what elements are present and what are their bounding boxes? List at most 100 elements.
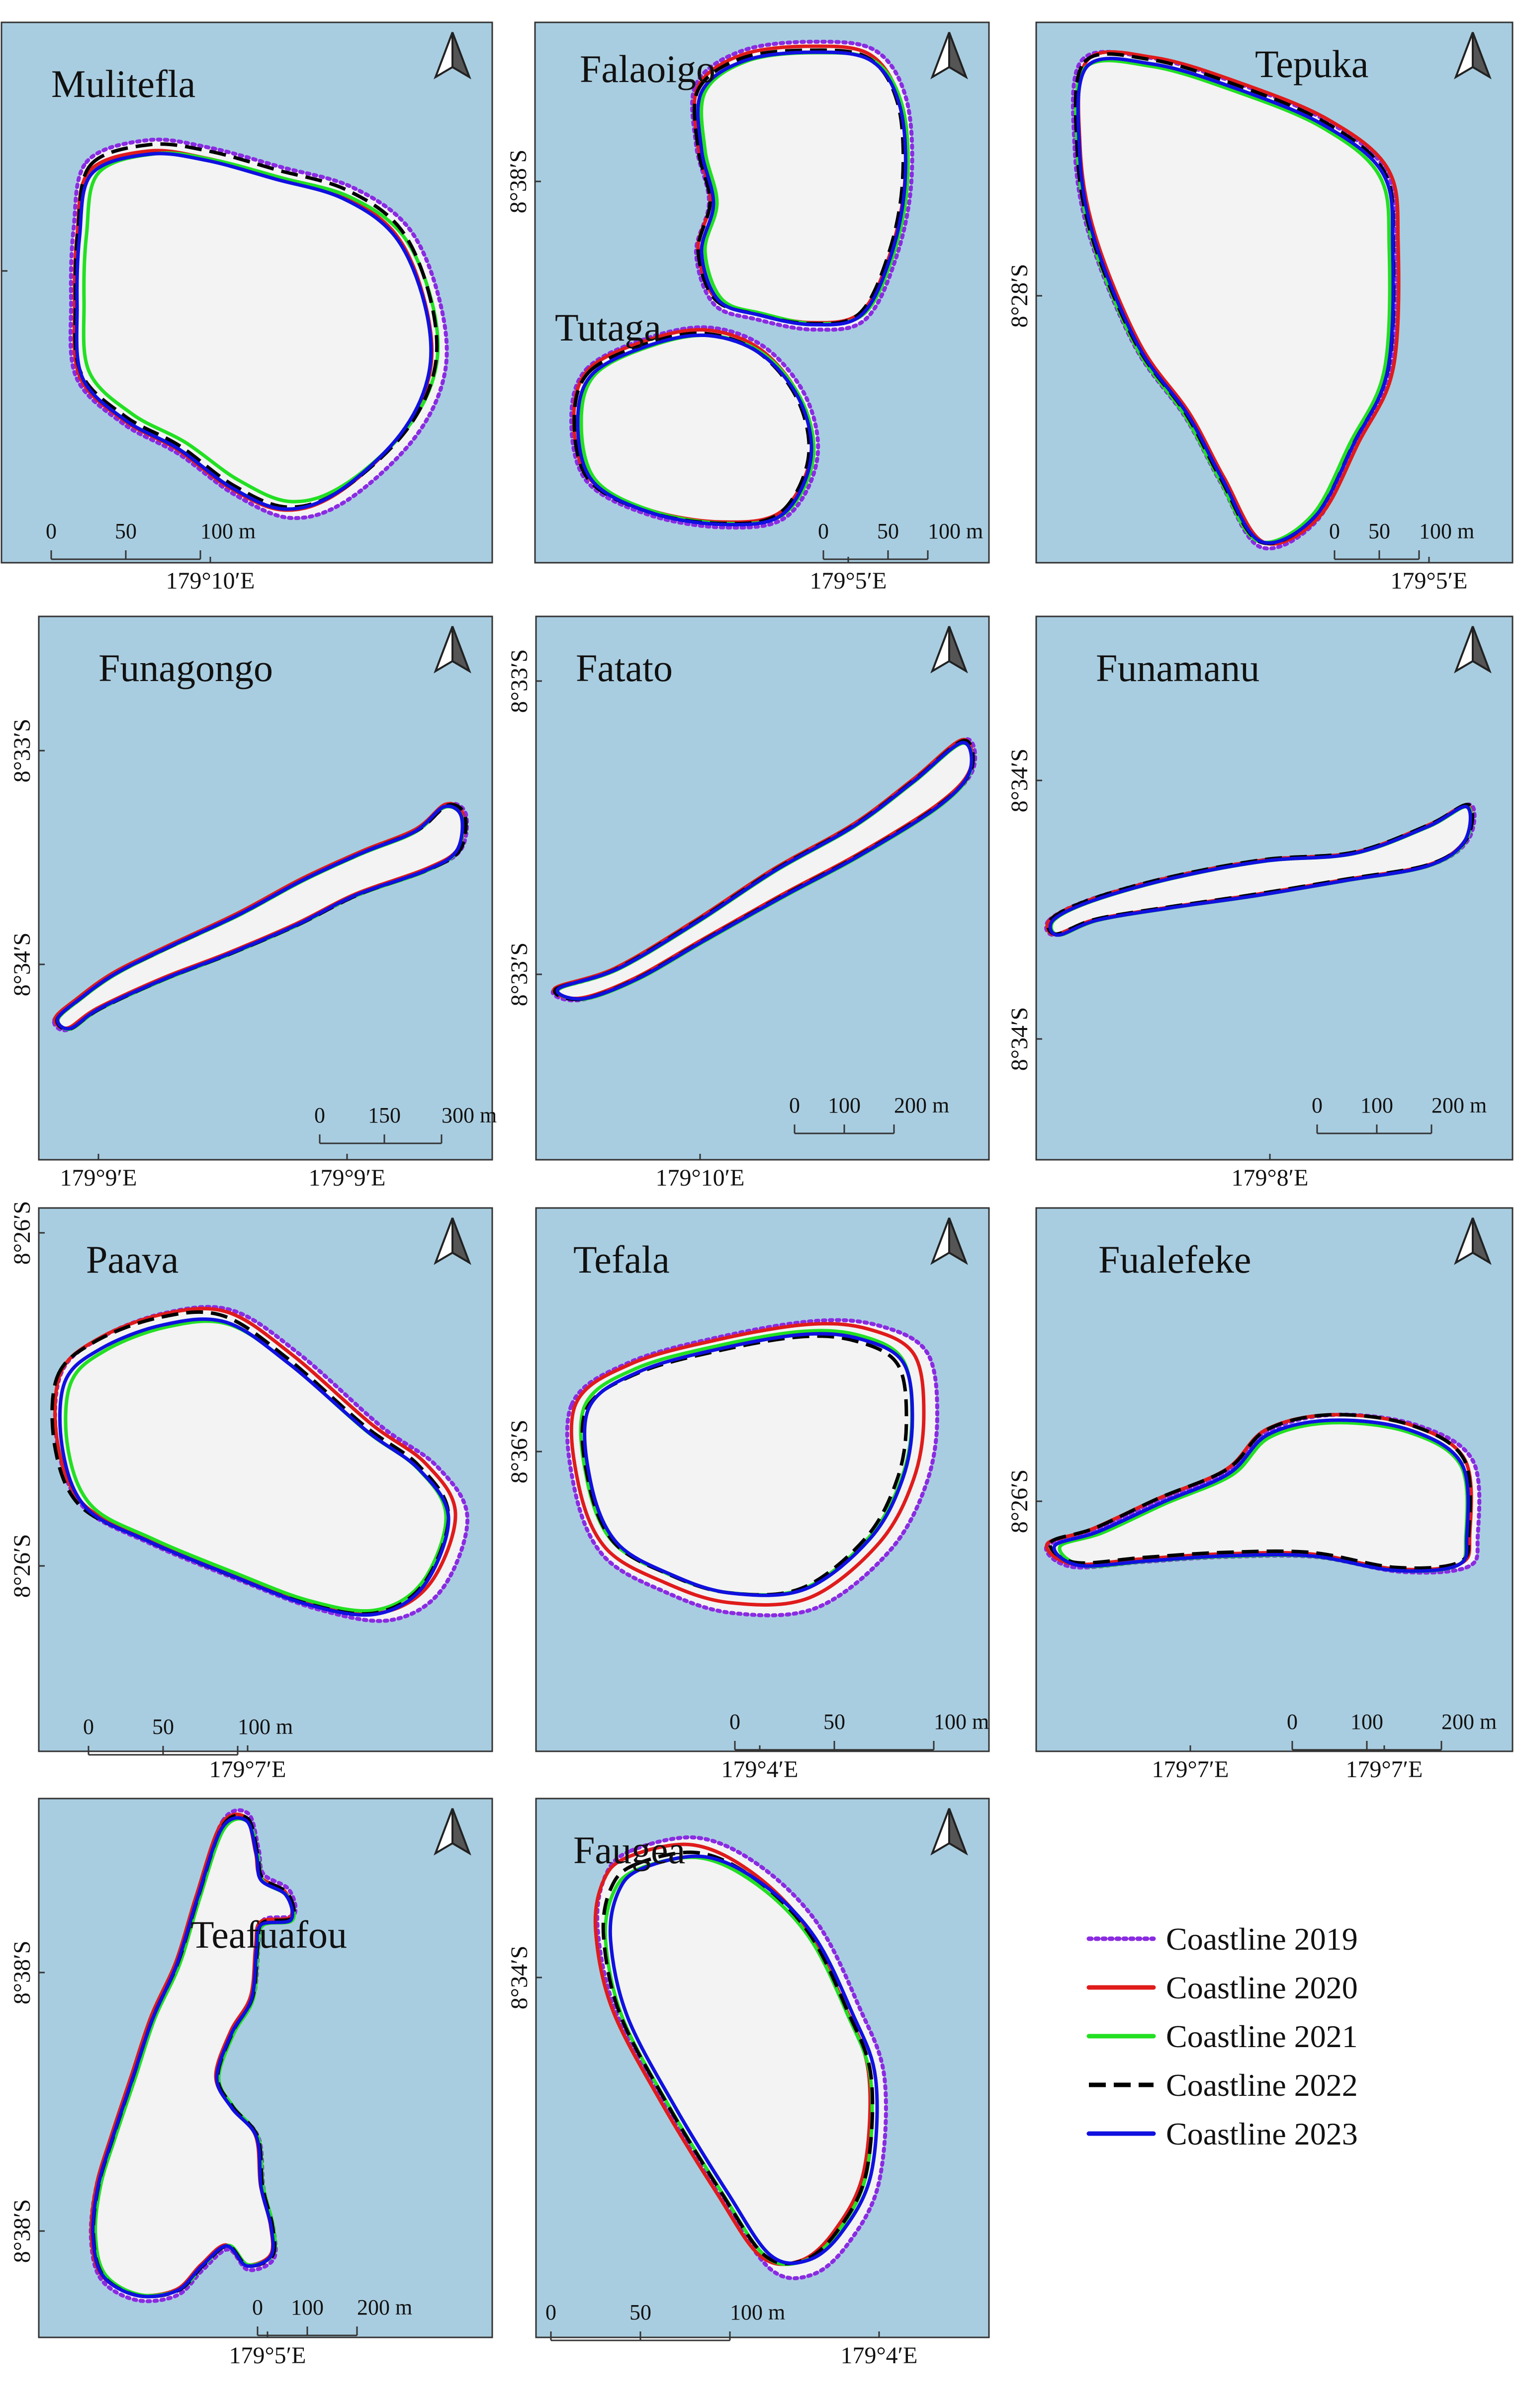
scale-bar: 0 50 100 m [545, 2300, 785, 2341]
map-panel-funamanu: Funamanu 0 100 200 m 8°34′S 8°34′S 179°8′E [1006, 615, 1514, 1191]
coastline-2023 [608, 1854, 879, 2265]
scale-bar: 0 100 200 m [789, 1093, 949, 1134]
legend-label: Coastline 2020 [1166, 1970, 1358, 2005]
latitude-label: 8°36′S [506, 1420, 533, 1483]
coastline-2023 [75, 152, 433, 511]
map-panel-fualefeke: Fualefeke 0 100 200 m 8°26′S 179°7′E 179°7′E [1006, 1207, 1514, 1783]
north-arrow-icon [1454, 1217, 1492, 1265]
north-arrow-icon [930, 626, 968, 674]
coastline-2022 [572, 331, 811, 525]
map-panel-paava: Paava 0 50 100 m 8°26′S 8°26′S 179°7′E [9, 1201, 493, 1783]
island-name: Teafuafou [190, 1913, 347, 1956]
coastline-2020 [1076, 50, 1401, 546]
island-name: Tefala [573, 1238, 670, 1281]
island-land [567, 1320, 937, 1616]
map-panel-funagongo: Funagongo 0 150 300 m 8°33′S 8°34′S 179°9′E 179… [9, 615, 497, 1191]
longitude-label: 179°7′E [209, 1756, 286, 1783]
scale-bar-label: 50 [823, 1710, 845, 1734]
island-land [571, 327, 818, 528]
scale-bar-label: 100 m [1419, 519, 1474, 543]
north-arrow-icon [930, 32, 968, 80]
latitude-label: 8°33′S [9, 719, 35, 782]
island-name-2: Tutaga [555, 306, 661, 349]
longitude-label: 179°10′E [166, 568, 255, 594]
latitude-label: 8°26′S [9, 1534, 35, 1598]
coastline-2023 [576, 333, 813, 526]
island-name: Funagongo [98, 646, 273, 689]
scale-bar-label: 0 [789, 1093, 800, 1118]
coastline-2023 [1048, 805, 1472, 937]
map-panel-tepuka: Tepuka 0 50 100 m 8°28′S 179°5′E [1006, 21, 1514, 594]
island-name: Falaoigo [580, 47, 715, 90]
latitude-label: 8°33′S [506, 649, 533, 713]
scale-bar-label: 200 m [894, 1093, 949, 1118]
scale-bar-label: 150 [368, 1103, 401, 1127]
scale-bar-label: 0 [1287, 1710, 1298, 1734]
scale-bar-label: 50 [1368, 519, 1390, 543]
scale-bar-label: 100 [1360, 1093, 1393, 1118]
legend: Coastline 2019 Coastline 2020 Coastline 20… [1086, 1921, 1358, 2151]
scale-bar-label: 0 [314, 1103, 325, 1127]
north-arrow-right [948, 626, 968, 674]
coastline-2021 [64, 1319, 448, 1613]
scale-bar-label: 200 m [1431, 1093, 1487, 1118]
scale-bar-label: 0 [818, 519, 829, 543]
north-arrow-icon [930, 1217, 968, 1265]
legend-label: Coastline 2021 [1166, 2019, 1358, 2054]
scale-bar-label: 0 [46, 519, 57, 543]
north-arrow-right [1472, 626, 1492, 674]
scale-bar: 0 50 100 m [1329, 519, 1474, 560]
map-panel-faugea: Faugea 0 50 100 m 8°34′S 179°4′E [506, 1798, 990, 2369]
north-arrow-right [1472, 32, 1492, 80]
north-arrow-right [451, 1808, 471, 1856]
island-land [1046, 804, 1475, 935]
island-land [1072, 52, 1397, 549]
island-land [692, 41, 912, 330]
north-arrow-icon [1454, 32, 1492, 80]
latitude-label: 8°26′S [9, 1201, 35, 1265]
north-arrow-right [451, 32, 471, 80]
legend-label: Coastline 2022 [1166, 2067, 1358, 2103]
scale-bar: 0 50 100 m [729, 1710, 989, 1751]
map-panel-teafuafou: Teafuafou 0 100 200 m 8°38′S 8°38′S 179°5′E [9, 1798, 493, 2369]
longitude-label: 179°4′E [721, 1756, 798, 1783]
longitude-label: 179°5′E [1390, 568, 1467, 594]
north-arrow-right [948, 1217, 968, 1265]
longitude-label: 179°9′E [60, 1165, 137, 1191]
coastline-2022 [601, 1850, 875, 2266]
island-name: Fatato [576, 646, 673, 689]
island-land [54, 803, 467, 1031]
scale-bar-label: 100 m [730, 2300, 785, 2324]
north-arrow-icon [434, 1217, 471, 1265]
coastline-2023 [1052, 1418, 1470, 1573]
scale-bar-label: 0 [729, 1710, 740, 1734]
scale-bar-label: 100 m [934, 1710, 989, 1734]
north-arrow-icon [930, 1808, 968, 1856]
latitude-label: 8°28′S [1006, 264, 1033, 328]
north-arrow-icon [434, 32, 471, 80]
coastline-2022 [1048, 1413, 1472, 1570]
longitude-label: 179°4′E [840, 2342, 917, 2369]
north-arrow-icon [1454, 626, 1492, 674]
coastline-2023 [58, 1317, 450, 1617]
island-name: Faugea [573, 1828, 685, 1872]
longitude-label: 179°7′E [1345, 1756, 1423, 1783]
scale-bar: 0 50 100 m [46, 519, 256, 560]
scale-bar-label: 100 [828, 1093, 861, 1118]
island-name: Fualefeke [1098, 1238, 1251, 1281]
scale-bar: 0 50 100 m [83, 1715, 293, 1756]
scale-bar: 0 150 300 m [314, 1103, 497, 1144]
latitude-label: 8°38′S [9, 2199, 35, 2263]
scale-bar-label: 50 [152, 1715, 174, 1739]
map-panel-tefala: Tefala 0 50 100 m 8°36′S 179°4′E [506, 1207, 990, 1783]
coastline-2023 [583, 1332, 914, 1597]
map-panel-falaoigo: Falaoigo Tutaga 0 50 100 m 8°38′S 179°5′E [505, 21, 990, 594]
scale-bar-label: 100 m [238, 1715, 293, 1739]
scale-bar-label: 0 [545, 2300, 556, 2324]
latitude-label: 8°34′S [506, 1946, 533, 2009]
longitude-label: 179°9′E [308, 1165, 385, 1191]
scale-bar-label: 200 m [357, 2295, 412, 2320]
scale-bar-label: 0 [252, 2295, 263, 2320]
north-arrow-icon [434, 626, 471, 674]
